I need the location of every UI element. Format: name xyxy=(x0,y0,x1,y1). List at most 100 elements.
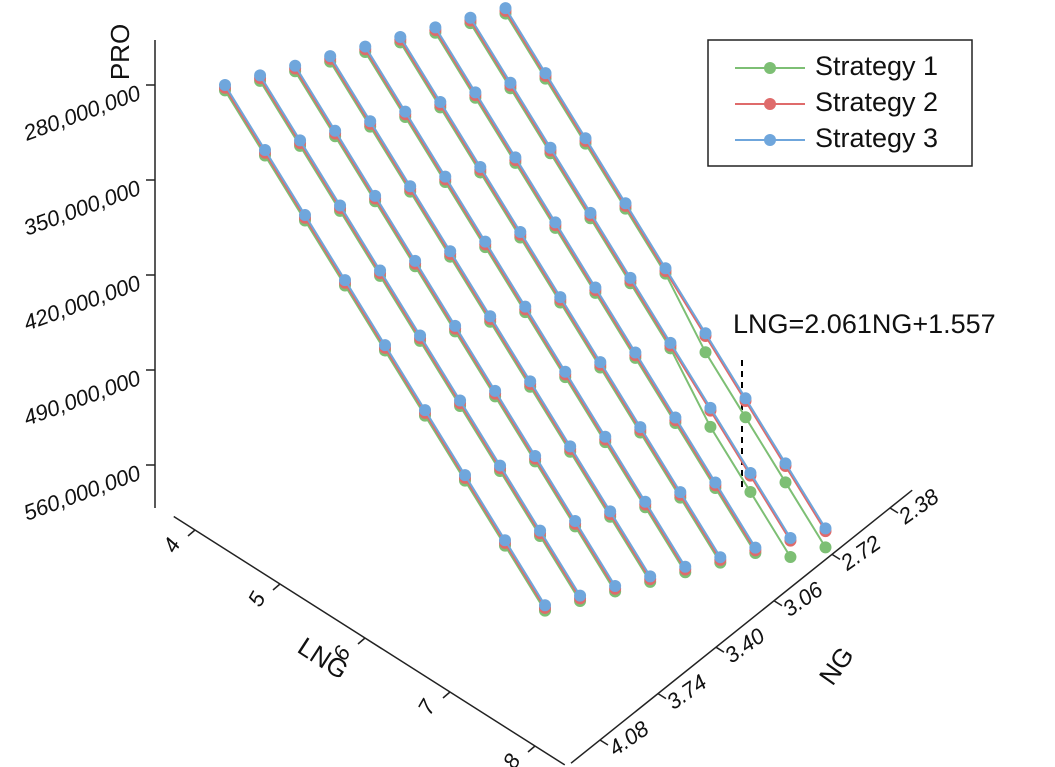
z-axis-title: NG xyxy=(813,641,860,690)
data-point xyxy=(604,505,617,518)
z-tick xyxy=(831,553,841,560)
data-point xyxy=(409,254,422,267)
data-point xyxy=(624,271,637,284)
x-tick xyxy=(272,583,281,591)
data-point xyxy=(419,404,431,417)
data-point xyxy=(539,599,551,612)
data-point xyxy=(474,161,487,174)
data-point xyxy=(819,522,832,535)
x-tick-label: 5 xyxy=(243,587,271,611)
data-point xyxy=(439,170,452,183)
data-point xyxy=(394,30,407,43)
x-tick-label: 7 xyxy=(413,695,441,719)
data-point xyxy=(529,449,542,462)
data-point xyxy=(494,459,507,472)
data-point xyxy=(599,430,612,443)
data-point xyxy=(479,235,492,248)
legend-label: Strategy 3 xyxy=(815,123,938,153)
data-point xyxy=(254,69,267,82)
z-tick-label: 4.08 xyxy=(604,715,654,760)
data-point xyxy=(739,411,752,424)
data-point xyxy=(509,151,522,164)
data-point xyxy=(294,134,307,147)
z-tick xyxy=(657,692,667,700)
data-point xyxy=(784,550,797,563)
y-tick-label: 350,000,000 xyxy=(20,175,144,241)
data-point xyxy=(544,141,557,154)
x-tick xyxy=(187,529,196,537)
z-tick xyxy=(773,600,783,607)
data-point xyxy=(749,541,762,554)
data-point xyxy=(259,144,271,157)
data-point xyxy=(574,589,587,602)
data-point xyxy=(404,180,417,193)
data-point xyxy=(359,40,372,53)
data-point xyxy=(714,551,727,564)
x-tick-label: 8 xyxy=(498,749,526,767)
data-point xyxy=(504,76,517,89)
data-point xyxy=(674,486,687,499)
y-tick-label: 280,000,000 xyxy=(19,80,144,146)
legend: Strategy 1 Strategy 2 Strategy 3 xyxy=(735,51,938,153)
legend-label: Strategy 2 xyxy=(815,87,938,117)
data-point xyxy=(554,291,567,304)
data-point xyxy=(459,469,471,482)
data-point xyxy=(569,514,582,527)
z-axis xyxy=(570,489,913,764)
data-point xyxy=(619,197,632,210)
data-point xyxy=(744,466,757,479)
z-tick-label: 3.06 xyxy=(778,576,828,621)
data-point xyxy=(629,346,642,359)
data-point xyxy=(699,346,712,359)
data-point xyxy=(444,245,457,258)
z-tick xyxy=(715,646,725,653)
data-point xyxy=(324,50,337,63)
data-point xyxy=(704,420,717,433)
data-point xyxy=(539,67,552,80)
data-point xyxy=(329,124,342,137)
data-point xyxy=(334,199,347,212)
data-point xyxy=(699,327,712,340)
data-point xyxy=(429,21,442,34)
x-tick xyxy=(527,745,536,753)
data-point xyxy=(379,339,391,352)
data-point xyxy=(414,329,427,342)
z-tick-label: 3.74 xyxy=(662,669,711,714)
legend-label: Strategy 1 xyxy=(815,51,938,81)
data-point xyxy=(669,411,682,424)
data-point xyxy=(564,440,577,453)
data-point xyxy=(709,476,722,489)
data-point xyxy=(589,281,602,294)
data-point xyxy=(579,132,592,145)
x-tick xyxy=(442,691,451,699)
legend-swatch-dot xyxy=(764,98,776,110)
data-point xyxy=(659,262,672,275)
legend-swatch-dot xyxy=(764,134,776,146)
data-point xyxy=(469,86,482,99)
data-point xyxy=(559,365,572,378)
data-point xyxy=(534,524,547,537)
y-tick-label: 490,000,000 xyxy=(20,365,144,431)
x-axis xyxy=(173,515,566,766)
data-point xyxy=(339,274,351,287)
data-point xyxy=(299,209,311,222)
z-tick xyxy=(889,507,899,514)
data-point xyxy=(364,115,377,128)
data-point xyxy=(399,105,412,118)
data-point xyxy=(634,421,647,434)
data-point xyxy=(434,95,447,108)
x-tick xyxy=(357,637,366,645)
data-point xyxy=(524,375,537,388)
data-point xyxy=(644,570,657,583)
data-point xyxy=(704,401,717,414)
z-tick-label: 2.38 xyxy=(893,483,944,529)
data-point xyxy=(779,476,792,489)
data-point xyxy=(549,216,562,229)
data-point xyxy=(819,541,832,554)
data-point xyxy=(584,206,597,219)
y-tick-label: 560,000,000 xyxy=(20,460,144,526)
data-point xyxy=(519,300,532,313)
data-point xyxy=(594,356,607,369)
y-axis-title: PRO xyxy=(105,24,135,80)
data-point xyxy=(609,580,622,593)
